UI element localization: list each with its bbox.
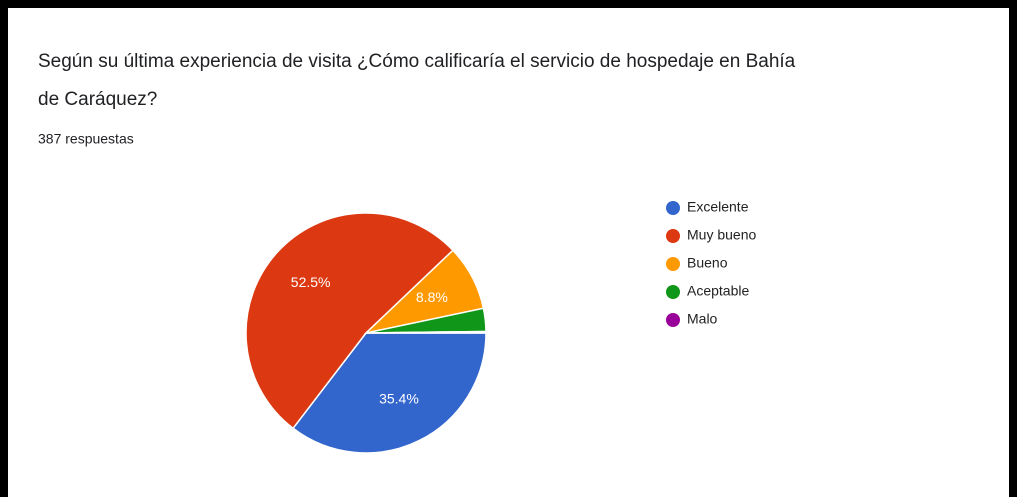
legend-label: Muy bueno (687, 227, 756, 243)
legend-label: Excelente (687, 199, 749, 215)
legend-swatch (666, 313, 680, 327)
legend-label: Malo (687, 311, 718, 327)
legend-swatch (666, 257, 680, 271)
data-label: 8.8% (416, 289, 448, 305)
legend-swatch (666, 229, 680, 243)
chart-title: Según su última experiencia de visita ¿C… (38, 51, 796, 110)
data-label: 35.4% (379, 390, 419, 406)
title-line: Según su última experiencia de visita ¿C… (38, 51, 796, 72)
subtitle: 387 respuestas (38, 131, 134, 147)
legend-swatch (666, 285, 680, 299)
legend-label: Aceptable (687, 283, 749, 299)
legend-swatch (666, 201, 680, 215)
title-line: de Caráquez? (38, 89, 157, 110)
pie-slice (291, 332, 487, 454)
data-label: 52.5% (291, 274, 331, 290)
pie-slice (365, 330, 487, 334)
pie-slice (245, 212, 455, 430)
legend-label: Bueno (687, 255, 728, 271)
card (8, 8, 1009, 497)
